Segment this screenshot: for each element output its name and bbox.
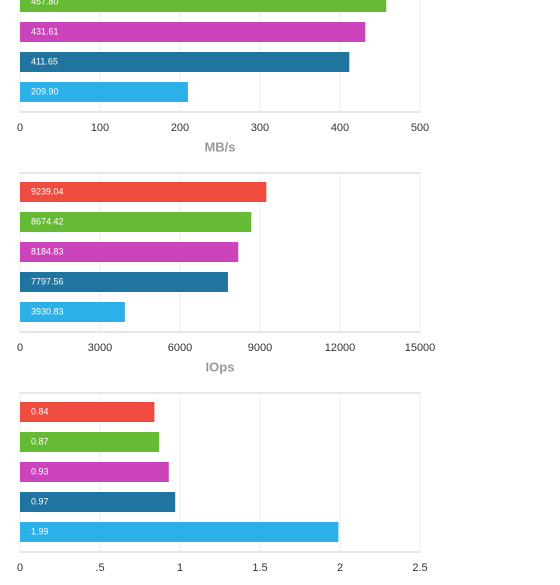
bar (20, 432, 160, 452)
bar (20, 82, 188, 102)
x-tick-label: 100 (91, 122, 109, 134)
x-tick-label: 400 (331, 122, 349, 134)
value-label: 9239.04 (31, 186, 64, 196)
bar (20, 462, 169, 482)
x-tick-label: 1 (177, 562, 183, 574)
x-tick-label: 0 (17, 122, 23, 134)
value-label: 0.97 (31, 496, 49, 506)
value-label: 3930.83 (31, 306, 64, 316)
x-tick-label: 0 (17, 562, 23, 574)
x-tick-label: 3000 (88, 342, 112, 354)
bar (20, 212, 252, 232)
x-tick-label: 1.5 (252, 562, 267, 574)
x-axis-label: IOps (206, 359, 235, 374)
x-tick-label: 2.5 (412, 562, 427, 574)
bar (20, 272, 228, 292)
x-tick-label: .5 (95, 562, 104, 574)
x-tick-label: 300 (251, 122, 269, 134)
value-label: 457.80 (31, 0, 59, 6)
bar (20, 492, 176, 512)
value-label: 7797.56 (31, 276, 64, 286)
value-label: 0.87 (31, 436, 49, 446)
bar (20, 52, 350, 72)
value-label: 8184.83 (31, 246, 64, 256)
value-label: 0.84 (31, 406, 49, 416)
x-tick-label: 2 (337, 562, 343, 574)
x-tick-label: 0 (17, 342, 23, 354)
x-tick-label: 9000 (248, 342, 272, 354)
x-axis-label: MB/s (204, 139, 235, 154)
x-tick-label: 6000 (168, 342, 192, 354)
bar (20, 402, 155, 422)
value-label: 0.93 (31, 466, 49, 476)
value-label: 431.61 (31, 26, 59, 36)
bar (20, 182, 267, 202)
x-tick-label: 15000 (405, 342, 436, 354)
value-label: 8674.42 (31, 216, 64, 226)
bar (20, 302, 125, 322)
value-label: 209.90 (31, 86, 59, 96)
bar (20, 22, 366, 42)
bar (20, 242, 239, 262)
bar (20, 522, 339, 542)
bar (20, 0, 387, 12)
value-label: 1.99 (31, 526, 49, 536)
x-tick-label: 12000 (325, 342, 356, 354)
x-tick-label: 200 (171, 122, 189, 134)
x-tick-label: 500 (411, 122, 429, 134)
value-label: 411.65 (31, 56, 58, 66)
